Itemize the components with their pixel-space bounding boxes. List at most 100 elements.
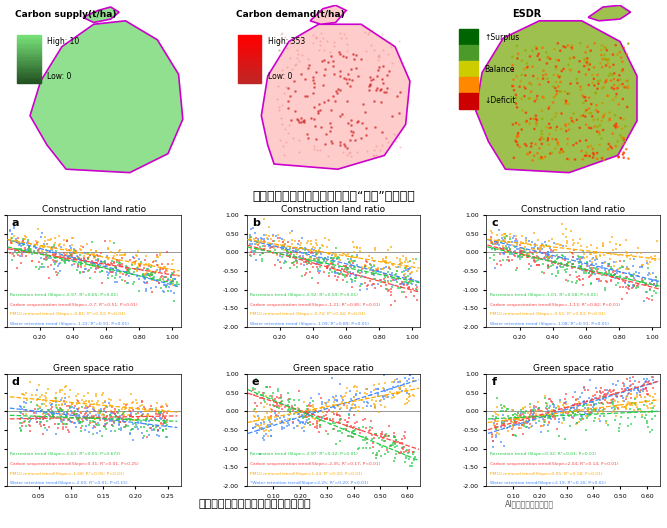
- Point: [279, 257, 290, 266]
- Point: [369, 434, 380, 442]
- Point: [528, 156, 538, 165]
- Point: [120, 250, 131, 258]
- Point: [151, 399, 162, 407]
- Point: [310, 249, 321, 258]
- Point: [404, 448, 415, 456]
- Point: [634, 269, 644, 277]
- Point: [249, 250, 259, 258]
- Point: [315, 248, 325, 256]
- Point: [390, 137, 401, 146]
- Point: [255, 236, 266, 244]
- Point: [512, 237, 522, 246]
- Point: [329, 267, 340, 276]
- Point: [157, 403, 168, 411]
- Point: [293, 252, 304, 261]
- Point: [524, 79, 535, 87]
- Point: [114, 257, 125, 265]
- Point: [348, 269, 359, 277]
- Point: [79, 258, 90, 267]
- Point: [355, 286, 366, 294]
- Point: [283, 396, 293, 404]
- Point: [71, 254, 82, 263]
- Point: [574, 276, 585, 284]
- Point: [498, 419, 509, 428]
- Point: [271, 251, 282, 259]
- Point: [604, 259, 614, 268]
- Point: [580, 112, 591, 121]
- Point: [97, 267, 107, 275]
- Point: [313, 100, 324, 109]
- Point: [317, 403, 327, 411]
- Point: [293, 407, 303, 416]
- Point: [105, 411, 115, 419]
- Point: [381, 392, 392, 401]
- Point: [326, 122, 337, 131]
- Point: [117, 411, 127, 420]
- Point: [613, 279, 624, 287]
- Point: [73, 397, 83, 406]
- Point: [388, 280, 399, 289]
- Point: [402, 377, 412, 385]
- Point: [294, 410, 305, 418]
- Point: [117, 404, 127, 413]
- Point: [306, 247, 317, 255]
- Point: [566, 114, 577, 122]
- Point: [125, 265, 135, 274]
- Point: [328, 42, 339, 50]
- Point: [261, 383, 271, 392]
- Point: [520, 409, 530, 417]
- Point: [607, 272, 618, 281]
- Point: [374, 407, 384, 416]
- Point: [624, 389, 635, 398]
- Point: [633, 385, 644, 394]
- Point: [249, 391, 259, 399]
- Point: [584, 272, 595, 280]
- Point: [490, 237, 501, 246]
- Point: [294, 419, 305, 427]
- Bar: [238, 35, 261, 37]
- Point: [332, 269, 343, 278]
- Point: [145, 423, 155, 432]
- Point: [537, 407, 548, 415]
- Point: [338, 271, 349, 280]
- Point: [91, 247, 101, 256]
- Point: [115, 424, 126, 432]
- Point: [153, 409, 164, 417]
- Point: [609, 271, 620, 279]
- Point: [584, 65, 594, 74]
- Point: [150, 282, 161, 291]
- Point: [15, 259, 26, 267]
- Point: [266, 432, 277, 440]
- Point: [41, 252, 51, 261]
- Point: [131, 399, 142, 407]
- Point: [400, 270, 410, 279]
- Point: [71, 410, 82, 418]
- Point: [638, 277, 648, 285]
- Point: [536, 410, 546, 419]
- Point: [9, 247, 20, 256]
- Point: [276, 51, 287, 59]
- Point: [354, 263, 364, 271]
- Point: [45, 248, 55, 257]
- Point: [536, 244, 547, 252]
- Point: [159, 273, 170, 281]
- Point: [344, 268, 355, 276]
- Point: [121, 268, 131, 277]
- Point: [65, 251, 76, 259]
- Point: [321, 129, 331, 138]
- Point: [274, 237, 285, 245]
- Point: [292, 421, 303, 430]
- Point: [574, 68, 584, 76]
- Point: [148, 258, 159, 266]
- Point: [311, 33, 321, 41]
- Point: [493, 238, 504, 247]
- Point: [399, 271, 410, 280]
- Point: [514, 411, 525, 419]
- Point: [566, 411, 576, 420]
- Point: [61, 235, 72, 244]
- Point: [588, 263, 598, 272]
- Point: [144, 417, 155, 426]
- Point: [560, 253, 570, 261]
- Point: [56, 404, 67, 413]
- Point: [387, 274, 398, 282]
